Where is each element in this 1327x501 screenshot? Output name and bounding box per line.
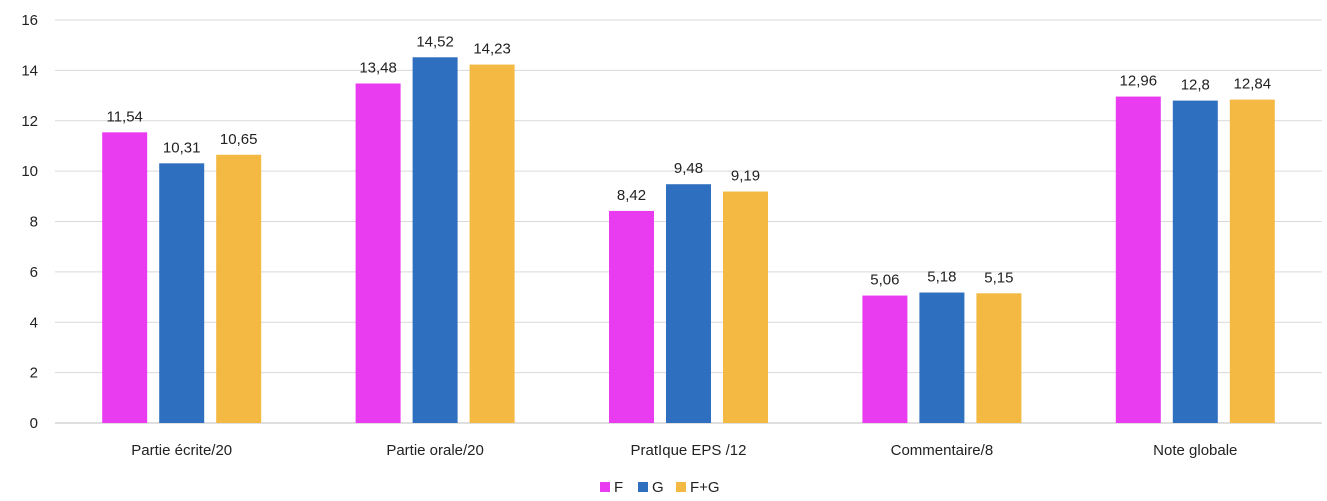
- bar-f: [355, 83, 401, 423]
- data-labels: 11,54 10,31 10,65 13,48 14,52 14,23 8,42 9,48 9,…: [106, 33, 1271, 288]
- data-label: 12,84: [1234, 76, 1272, 93]
- y-tick-label: 2: [30, 365, 38, 382]
- data-label: 5,18: [927, 269, 956, 286]
- bar-g: [919, 292, 965, 423]
- bar-f: [609, 210, 654, 423]
- bar-g: [1172, 100, 1218, 423]
- legend-swatch: [676, 482, 686, 492]
- x-category-label: Commentaire/8: [891, 442, 994, 459]
- y-tick-label: 14: [21, 62, 38, 79]
- bar-g: [159, 163, 205, 423]
- bar-f-g: [976, 293, 1022, 423]
- data-label: 9,48: [674, 160, 703, 177]
- x-category-label: PratIque EPS /12: [631, 442, 747, 459]
- bar-f-g: [1229, 99, 1275, 423]
- bar-f: [862, 295, 908, 423]
- y-tick-label: 8: [30, 214, 38, 231]
- x-category-label: Partie écrite/20: [131, 442, 232, 459]
- bar-f: [102, 132, 148, 423]
- y-tick-label: 4: [30, 314, 38, 331]
- legend-swatch: [638, 482, 648, 492]
- legend-label: G: [652, 479, 664, 496]
- bar-f-g: [723, 191, 768, 423]
- y-tick-label: 0: [30, 415, 38, 432]
- data-label: 10,31: [163, 139, 201, 156]
- bar-g: [412, 57, 458, 424]
- y-tick-label: 6: [30, 264, 38, 281]
- data-label: 9,19: [731, 168, 760, 185]
- data-label: 14,52: [416, 33, 454, 50]
- data-label: 12,96: [1120, 73, 1158, 90]
- x-category-label: Note globale: [1153, 442, 1237, 459]
- legend-label: F: [614, 479, 623, 496]
- y-tick-label: 16: [21, 12, 38, 29]
- x-axis-category-labels: Partie écrite/20 Partie orale/20 PratIque …: [131, 442, 1237, 459]
- y-axis-tick-labels: 0 2 4 6 8 10 12 14 16: [21, 12, 38, 432]
- x-category-label: Partie orale/20: [386, 442, 484, 459]
- bar-f-g: [216, 154, 262, 424]
- data-label: 14,23: [473, 41, 511, 58]
- bar-f: [1115, 96, 1161, 423]
- legend-swatch: [600, 482, 610, 492]
- bar-f-g: [469, 64, 515, 423]
- data-label: 12,8: [1181, 77, 1210, 94]
- y-tick-label: 12: [21, 113, 38, 130]
- legend-label: F+G: [690, 479, 720, 496]
- data-label: 8,42: [617, 187, 646, 204]
- data-label: 11,54: [106, 108, 142, 125]
- legend: F G F+G: [600, 479, 720, 496]
- data-label: 13,48: [359, 59, 397, 76]
- y-tick-label: 10: [21, 163, 38, 180]
- data-label: 5,15: [984, 269, 1013, 286]
- bars: [102, 57, 1275, 424]
- bar-g: [666, 184, 711, 423]
- data-label: 10,65: [220, 131, 258, 148]
- data-label: 5,06: [870, 272, 899, 289]
